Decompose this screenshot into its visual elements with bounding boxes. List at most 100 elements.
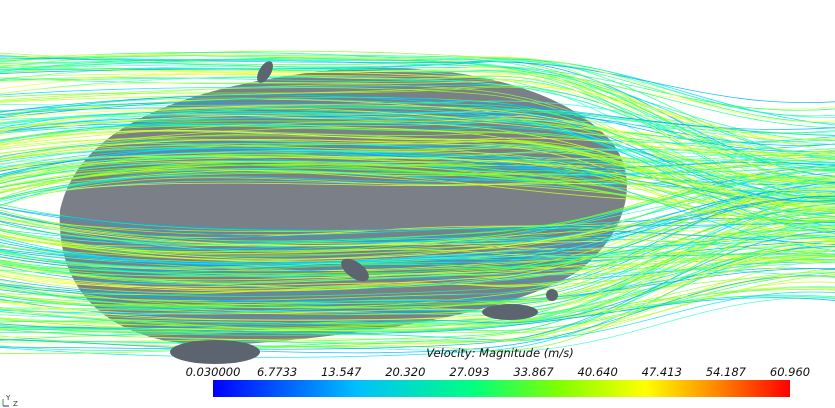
colorbar-tick-label: 27.093	[449, 365, 489, 379]
streamline	[0, 157, 835, 199]
streamline	[0, 243, 835, 344]
streamline	[0, 224, 835, 324]
streamline	[0, 235, 835, 265]
streamline	[0, 61, 835, 177]
streamline	[0, 250, 835, 308]
streamline	[0, 87, 835, 218]
streamline	[0, 52, 835, 170]
streamline	[0, 257, 835, 272]
streamline	[0, 147, 835, 231]
streamline	[0, 84, 835, 185]
streamline	[0, 85, 835, 151]
streamline	[0, 197, 835, 291]
streamline	[0, 111, 835, 203]
streamline	[0, 97, 835, 199]
streamline	[0, 125, 835, 157]
streamline	[0, 152, 835, 179]
streamline	[0, 163, 835, 200]
colorbar-tick-label: 60.960	[770, 365, 810, 379]
streamline	[0, 151, 835, 202]
streamline	[0, 182, 835, 303]
streamline	[0, 235, 835, 258]
streamline	[0, 64, 835, 159]
streamline	[0, 158, 835, 178]
streamline	[0, 273, 835, 336]
streamline	[0, 246, 835, 331]
streamline	[0, 259, 835, 324]
streamline	[0, 150, 835, 176]
streamline	[0, 235, 835, 265]
streamline	[0, 114, 835, 156]
streamline	[0, 107, 835, 140]
colorbar-ticks: 0.030000 6.7733 13.547 20.320 27.093 33.867 40…	[186, 365, 811, 379]
colorbar-tick-label: 13.547	[321, 365, 362, 379]
streamline	[0, 138, 835, 212]
streamline	[0, 255, 835, 309]
streamline	[0, 75, 835, 197]
streamline	[0, 294, 835, 333]
streamline	[0, 206, 835, 232]
streamline	[0, 219, 835, 246]
streamline	[0, 287, 835, 348]
streamline	[0, 71, 835, 140]
streamline	[0, 121, 835, 234]
streamline	[0, 255, 835, 332]
streamline	[0, 113, 835, 146]
axis-triad: Y Z	[2, 394, 18, 408]
streamline	[0, 105, 835, 134]
streamline	[0, 271, 835, 322]
colorbar-tick-label: 20.320	[385, 365, 425, 379]
colorbar-tick-label: 54.187	[706, 365, 747, 379]
streamline	[0, 168, 835, 250]
axis-label: Z	[13, 400, 18, 408]
streamline	[0, 249, 835, 277]
streamline	[0, 224, 835, 268]
axis-label: Y	[5, 394, 11, 402]
car-details	[170, 61, 558, 364]
streamline	[0, 172, 835, 223]
streamline	[0, 109, 835, 159]
streamline	[0, 56, 835, 171]
streamline	[0, 235, 835, 258]
streamline	[0, 218, 835, 247]
streamline	[0, 196, 835, 296]
streamline	[0, 169, 835, 246]
streamline	[0, 229, 835, 283]
streamline	[0, 268, 835, 302]
streamline	[0, 127, 835, 219]
streamline	[0, 231, 835, 350]
streamline	[0, 201, 835, 308]
streamline	[0, 195, 835, 273]
colorbar-tick-label: 6.7733	[257, 365, 297, 379]
colorbar-tick-label: 47.413	[642, 365, 682, 379]
streamline	[0, 120, 835, 157]
streamline	[0, 246, 835, 329]
streamline	[0, 220, 835, 351]
streamline	[0, 286, 835, 316]
streamline	[0, 191, 835, 269]
streamline	[0, 54, 835, 123]
streamline	[0, 121, 835, 212]
streamline	[0, 250, 835, 269]
streamline	[0, 193, 835, 260]
streamline	[0, 59, 835, 111]
streamline	[0, 291, 835, 341]
streamline	[0, 208, 835, 321]
streamline	[0, 80, 835, 196]
streamline	[0, 167, 835, 222]
colorbar	[213, 380, 790, 397]
streamline	[0, 163, 835, 200]
colorbar-title: Velocity: Magnitude (m/s)	[426, 346, 573, 360]
streamline	[0, 143, 835, 185]
streamline	[0, 130, 835, 154]
streamline	[0, 57, 835, 104]
streamline	[0, 156, 835, 229]
streamline	[0, 184, 835, 284]
streamlines	[0, 50, 835, 358]
streamline	[0, 148, 835, 168]
colorbar-tick-label: 40.640	[578, 365, 618, 379]
colorbar-tick-label: 0.030000	[186, 365, 241, 379]
streamline	[0, 177, 835, 207]
colorbar-tick-label: 33.867	[513, 365, 554, 379]
